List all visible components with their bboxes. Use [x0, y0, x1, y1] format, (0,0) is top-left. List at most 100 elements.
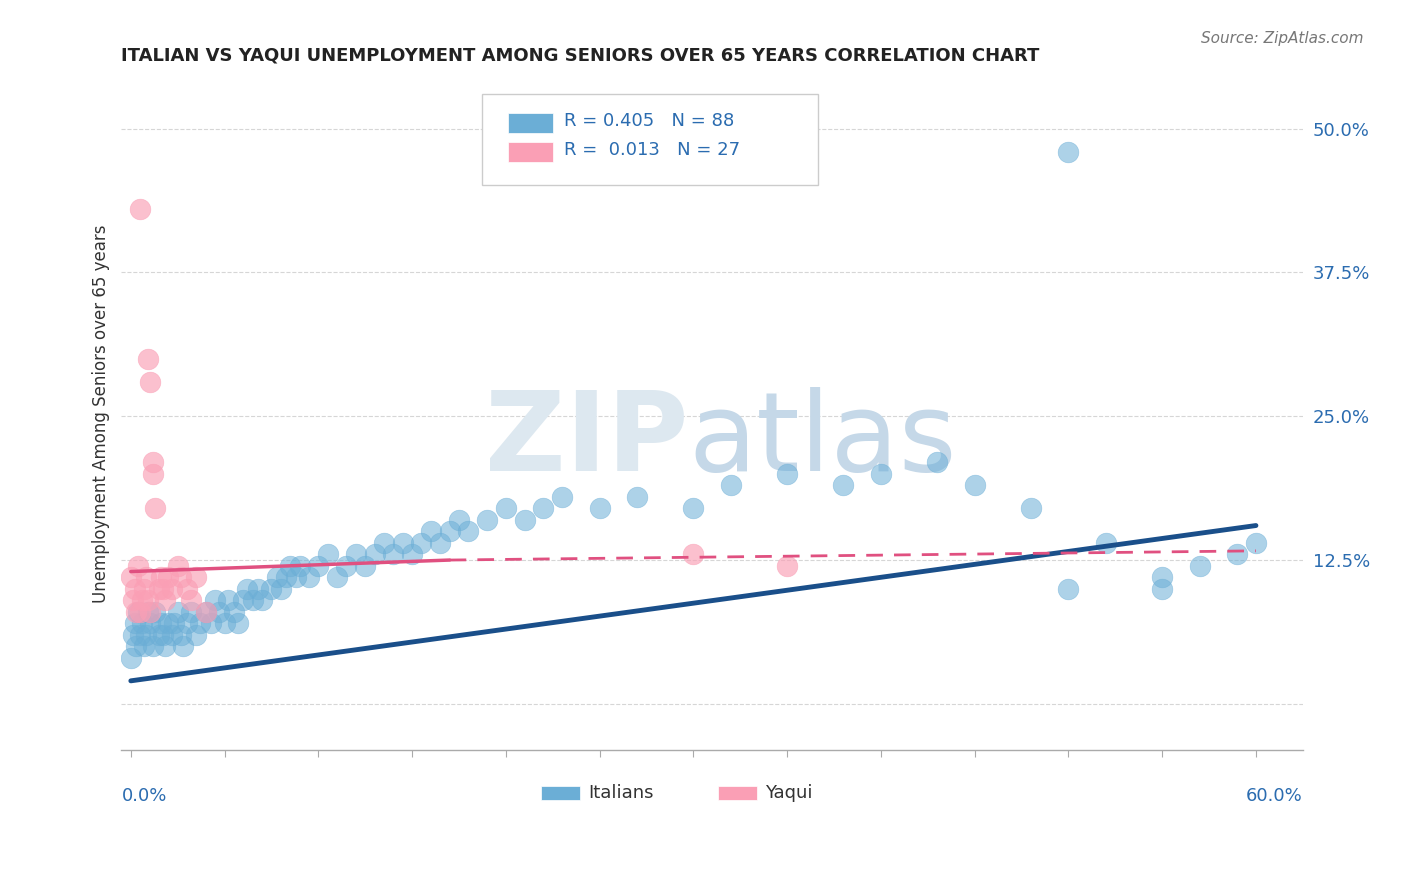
- Point: [125, 605, 148, 619]
- Point: [132, 640, 155, 654]
- Text: 60.0%: 60.0%: [1246, 787, 1303, 805]
- Point: [720, 478, 742, 492]
- Y-axis label: Unemployment Among Seniors over 65 years: Unemployment Among Seniors over 65 years: [93, 224, 110, 603]
- Point: [166, 558, 188, 573]
- Text: Italians: Italians: [588, 784, 654, 802]
- Point: [382, 547, 405, 561]
- Point: [188, 616, 211, 631]
- Point: [176, 616, 198, 631]
- Point: [170, 570, 193, 584]
- Point: [143, 501, 166, 516]
- Point: [180, 593, 202, 607]
- Point: [127, 605, 149, 619]
- Point: [963, 478, 986, 492]
- Point: [152, 582, 174, 596]
- Text: Source: ZipAtlas.com: Source: ZipAtlas.com: [1201, 31, 1364, 46]
- Text: atlas: atlas: [689, 387, 957, 494]
- Point: [1226, 547, 1249, 561]
- Point: [120, 650, 142, 665]
- Point: [682, 547, 704, 561]
- FancyBboxPatch shape: [508, 112, 553, 133]
- Point: [208, 605, 231, 619]
- Point: [129, 628, 152, 642]
- Point: [138, 375, 160, 389]
- Text: ITALIAN VS YAQUI UNEMPLOYMENT AMONG SENIORS OVER 65 YEARS CORRELATION CHART: ITALIAN VS YAQUI UNEMPLOYMENT AMONG SENI…: [121, 46, 1040, 64]
- Point: [217, 593, 239, 607]
- Point: [160, 582, 183, 596]
- Point: [200, 616, 222, 631]
- Point: [326, 570, 349, 584]
- Point: [354, 558, 377, 573]
- Point: [247, 582, 270, 596]
- Point: [513, 513, 536, 527]
- Point: [298, 570, 321, 584]
- Point: [149, 570, 172, 584]
- Point: [157, 570, 180, 584]
- Point: [236, 582, 259, 596]
- Point: [226, 616, 249, 631]
- FancyBboxPatch shape: [482, 94, 818, 185]
- Point: [148, 628, 170, 642]
- Point: [401, 547, 423, 561]
- Point: [344, 547, 367, 561]
- Point: [276, 570, 298, 584]
- Point: [551, 490, 574, 504]
- FancyBboxPatch shape: [508, 142, 553, 162]
- Point: [411, 536, 433, 550]
- Point: [626, 490, 648, 504]
- Point: [927, 455, 949, 469]
- Point: [194, 605, 217, 619]
- FancyBboxPatch shape: [541, 786, 579, 800]
- Point: [222, 605, 245, 619]
- FancyBboxPatch shape: [718, 786, 756, 800]
- Point: [136, 605, 159, 619]
- Point: [531, 501, 554, 516]
- Text: ZIP: ZIP: [485, 387, 689, 494]
- Point: [242, 593, 264, 607]
- Point: [391, 536, 413, 550]
- Point: [870, 467, 893, 481]
- Point: [138, 605, 160, 619]
- Point: [429, 536, 451, 550]
- Point: [125, 640, 148, 654]
- Point: [138, 616, 160, 631]
- Point: [1244, 536, 1267, 550]
- Point: [120, 570, 142, 584]
- Point: [142, 640, 165, 654]
- Point: [136, 593, 159, 607]
- Point: [166, 605, 188, 619]
- Point: [129, 202, 152, 217]
- Point: [447, 513, 470, 527]
- Point: [176, 582, 198, 596]
- Point: [129, 605, 152, 619]
- Point: [157, 616, 180, 631]
- Point: [288, 558, 311, 573]
- Point: [160, 628, 183, 642]
- Point: [266, 570, 288, 584]
- Point: [335, 558, 357, 573]
- Point: [135, 570, 157, 584]
- Point: [419, 524, 441, 539]
- Point: [180, 605, 202, 619]
- Point: [250, 593, 273, 607]
- Point: [832, 478, 855, 492]
- Point: [186, 570, 208, 584]
- Point: [260, 582, 283, 596]
- Point: [131, 593, 153, 607]
- Point: [776, 558, 799, 573]
- Point: [1057, 145, 1080, 159]
- Point: [153, 640, 176, 654]
- Point: [316, 547, 339, 561]
- Point: [194, 605, 217, 619]
- Point: [682, 501, 704, 516]
- Point: [307, 558, 329, 573]
- Point: [148, 582, 170, 596]
- Point: [152, 628, 174, 642]
- Point: [1188, 558, 1211, 573]
- Point: [163, 616, 186, 631]
- Point: [204, 593, 226, 607]
- Point: [1019, 501, 1042, 516]
- Point: [588, 501, 610, 516]
- Point: [214, 616, 236, 631]
- Point: [186, 628, 208, 642]
